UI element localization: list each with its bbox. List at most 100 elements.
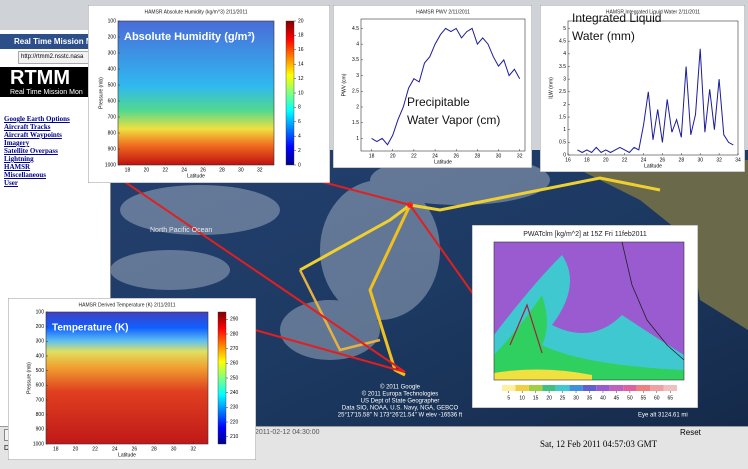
y-tick-label: 3 <box>563 76 566 82</box>
menu-item[interactable]: Aircraft Tracks <box>4 123 51 131</box>
y-axis-label: Pressure (mb) <box>98 77 104 109</box>
x-tick-label: 22 <box>411 153 417 159</box>
y-tick-label: 600 <box>36 383 45 389</box>
panel-title: HAMSR Integrated Liquid Water 2/11/2011 <box>606 9 700 15</box>
colorbar-cell <box>596 385 610 391</box>
plot-frame <box>117 20 275 166</box>
land <box>560 160 748 330</box>
x-tick-label: 28 <box>219 167 225 173</box>
menu-item[interactable]: Imagery <box>4 139 30 147</box>
x-axis-label: Latitude <box>118 452 136 458</box>
y-tick-label: 300 <box>108 50 117 56</box>
x-tick-label: 16 <box>565 157 571 163</box>
y-tick-label: 600 <box>108 98 117 104</box>
menu-item[interactable]: Aircraft Waypoints <box>4 131 62 139</box>
x-tick-label: 34 <box>735 157 741 163</box>
x-axis-label: Latitude <box>644 163 662 169</box>
colorbar-tick-label: 45 <box>614 395 620 401</box>
x-tick-label: 26 <box>132 446 138 452</box>
colorbar-cell <box>555 385 570 391</box>
colorbar-tick-label: 18 <box>298 33 304 39</box>
colorbar-tick-label: 260 <box>230 361 239 367</box>
model-field <box>494 295 684 380</box>
x-tick-label: 24 <box>181 167 187 173</box>
menu-item[interactable]: HAMSR <box>4 163 31 171</box>
x-tick-label: 28 <box>679 157 685 163</box>
menu-item[interactable]: Lightning <box>4 155 34 163</box>
colorbar-tick-label: 0 <box>298 162 301 168</box>
colorbar-tick-label: 250 <box>230 375 239 381</box>
pwat-panel: PWATclm [kg/m^2] at 15Z Fri 11feb2011 5 10… <box>472 225 698 408</box>
x-tick-label: 30 <box>238 167 244 173</box>
x-tick-label: 32 <box>190 446 196 452</box>
y-tick-label: 5 <box>563 26 566 32</box>
map-credit: US Dept of State Geographer <box>361 399 440 405</box>
clock: Sat, 12 Feb 2011 04:57:03 GMT <box>540 439 658 449</box>
logo-subtitle: Real Time Mission Mon <box>10 89 83 96</box>
colorbar-tick-label: 20 <box>298 18 304 24</box>
colorbar-tick-label: 6 <box>298 119 301 125</box>
x-tick-label: 22 <box>162 167 168 173</box>
annotation: Water Vapor (cm) <box>407 113 500 127</box>
colorbar-cell <box>542 385 556 391</box>
colorbar-tick-label: 290 <box>230 317 239 323</box>
model-field <box>494 369 592 380</box>
flight-track <box>298 269 381 352</box>
start-time: 2011-02-12 04:30:00 <box>255 429 320 436</box>
colorbar-cell <box>636 385 651 391</box>
colorbar-tick-label: 12 <box>298 76 304 82</box>
x-tick-label: 18 <box>53 446 59 452</box>
x-tick-label: 22 <box>92 446 98 452</box>
panel-background <box>540 5 745 172</box>
colorbar-cell <box>582 385 597 391</box>
x-tick-label: 18 <box>369 153 375 159</box>
menu-item[interactable]: Miscellaneous <box>4 171 46 179</box>
y-tick-label: 3.5 <box>559 64 566 70</box>
panel-background <box>333 5 532 168</box>
colorbar-tick-label: 210 <box>230 434 239 440</box>
menu-item[interactable]: User <box>4 179 18 187</box>
plot-frame <box>567 20 739 156</box>
colorbar <box>217 311 227 445</box>
data-line <box>371 27 521 146</box>
plot-panel: HAMSR PWV 2/11/2011 1 1.5 2 2.5 3 3.5 4 4.5 18 20 2… <box>333 5 532 168</box>
colorbar-tick-label: 50 <box>627 395 633 401</box>
menu-item[interactable]: Satellite Overpass <box>4 147 58 155</box>
y-tick-label: 0.5 <box>559 140 566 146</box>
y-tick-label: 100 <box>108 18 117 24</box>
y-tick-label: 2.5 <box>352 89 359 95</box>
coastline <box>621 241 685 361</box>
menu-item[interactable]: Google Earth Options <box>4 115 70 123</box>
panel-title: HAMSR Derived Temperature (K) 2/11/2011 <box>79 302 176 308</box>
y-tick-label: 4 <box>356 41 359 47</box>
heatmap <box>46 312 208 444</box>
colorbar-tick-label: 280 <box>230 331 239 337</box>
plot-frame <box>360 18 526 152</box>
y-tick-label: 3 <box>356 73 359 79</box>
menu: Google Earth Options Aircraft Tracks Aircr… <box>4 115 110 187</box>
y-tick-label: 800 <box>36 412 45 418</box>
map-credit: © 2011 Google <box>380 384 421 391</box>
colorbar-cell <box>609 385 624 391</box>
y-tick-label: 2.5 <box>559 89 566 95</box>
colorbar-tick-label: 14 <box>298 62 304 68</box>
x-tick-label: 20 <box>144 167 150 173</box>
y-tick-label: 900 <box>108 146 117 152</box>
x-tick-label: 24 <box>432 153 438 159</box>
y-tick-label: 200 <box>108 34 117 40</box>
reset-button[interactable]: Reset <box>680 428 701 437</box>
colorbar-cell <box>515 385 529 391</box>
y-tick-label: 4.5 <box>559 39 566 45</box>
x-tick-label: 32 <box>257 167 263 173</box>
colorbar-tick-label: 270 <box>230 346 239 352</box>
colorbar-cell <box>528 385 543 391</box>
x-tick-label: 24 <box>641 157 647 163</box>
colorbar-tick-label: 35 <box>587 395 593 401</box>
colorbar-tick-label: 20 <box>546 395 552 401</box>
heatmap <box>118 21 274 165</box>
map-credit: © 2011 Europa Technologies <box>362 391 439 398</box>
x-tick-label: 32 <box>716 157 722 163</box>
x-tick-label: 20 <box>603 157 609 163</box>
colorbar-tick-label: 230 <box>230 405 239 411</box>
colorbar-tick-label: 8 <box>298 105 301 111</box>
